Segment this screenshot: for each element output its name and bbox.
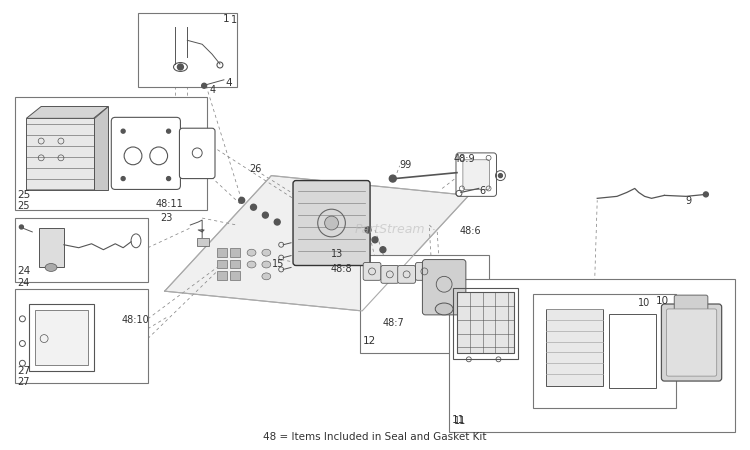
Bar: [360, 255, 488, 353]
Ellipse shape: [365, 227, 371, 233]
Text: 48:11: 48:11: [156, 199, 184, 209]
Ellipse shape: [499, 174, 502, 178]
FancyBboxPatch shape: [662, 304, 722, 381]
Ellipse shape: [262, 249, 271, 256]
Text: 48:8: 48:8: [331, 264, 352, 274]
FancyBboxPatch shape: [381, 266, 399, 283]
Text: 48 = Items Included in Seal and Gasket Kit: 48 = Items Included in Seal and Gasket K…: [263, 432, 487, 442]
Text: 11: 11: [454, 416, 466, 426]
Polygon shape: [165, 176, 469, 311]
Text: 1: 1: [231, 15, 237, 25]
Ellipse shape: [166, 176, 170, 180]
Ellipse shape: [122, 176, 125, 180]
Text: 6: 6: [480, 186, 486, 197]
Text: 12: 12: [363, 337, 376, 347]
Ellipse shape: [380, 247, 386, 252]
Text: 24: 24: [17, 279, 30, 288]
FancyBboxPatch shape: [666, 309, 717, 376]
Ellipse shape: [704, 192, 708, 197]
Text: 27: 27: [17, 366, 31, 376]
Ellipse shape: [251, 204, 257, 210]
Text: 15: 15: [272, 259, 285, 269]
Bar: [39, 228, 64, 267]
Bar: [197, 238, 209, 246]
Text: 10: 10: [638, 298, 650, 308]
Text: 4: 4: [210, 85, 216, 95]
Bar: [457, 292, 514, 353]
Text: 23: 23: [160, 213, 173, 223]
Ellipse shape: [372, 237, 378, 243]
FancyBboxPatch shape: [179, 128, 215, 179]
FancyBboxPatch shape: [111, 117, 181, 189]
Text: 9: 9: [685, 196, 692, 207]
Bar: [217, 260, 226, 269]
Ellipse shape: [20, 225, 23, 229]
Bar: [29, 304, 94, 371]
FancyBboxPatch shape: [463, 160, 490, 189]
Ellipse shape: [202, 83, 206, 88]
Text: 10: 10: [656, 296, 669, 306]
Text: 11: 11: [452, 415, 465, 426]
Text: 26: 26: [250, 164, 262, 174]
Ellipse shape: [325, 216, 338, 230]
Ellipse shape: [122, 129, 125, 133]
Ellipse shape: [247, 261, 256, 268]
Text: 99: 99: [400, 160, 412, 170]
Text: PartStream: PartStream: [355, 224, 425, 236]
Ellipse shape: [435, 303, 453, 315]
Ellipse shape: [178, 64, 184, 70]
Text: 13: 13: [331, 249, 343, 259]
Ellipse shape: [262, 212, 268, 218]
Bar: [609, 314, 656, 388]
Bar: [35, 310, 88, 365]
Text: 1: 1: [224, 14, 230, 24]
Bar: [230, 271, 240, 280]
Text: 27: 27: [17, 377, 30, 387]
Ellipse shape: [238, 198, 244, 203]
Bar: [14, 289, 148, 383]
Ellipse shape: [389, 175, 396, 182]
Polygon shape: [94, 107, 108, 190]
Text: 48:10: 48:10: [122, 315, 149, 325]
Text: 4: 4: [226, 78, 232, 88]
Bar: [26, 118, 94, 190]
Text: 24: 24: [17, 266, 31, 276]
Bar: [546, 309, 603, 386]
Text: 48:9: 48:9: [454, 154, 476, 164]
Bar: [453, 288, 518, 359]
Bar: [217, 248, 226, 256]
Ellipse shape: [262, 261, 271, 268]
FancyBboxPatch shape: [363, 262, 381, 280]
Ellipse shape: [247, 249, 256, 256]
Ellipse shape: [274, 219, 280, 225]
Bar: [449, 279, 736, 432]
Polygon shape: [26, 107, 108, 118]
Bar: [230, 260, 240, 269]
Bar: [230, 248, 240, 256]
FancyBboxPatch shape: [293, 180, 370, 266]
FancyBboxPatch shape: [674, 295, 708, 311]
Ellipse shape: [262, 273, 271, 280]
FancyBboxPatch shape: [398, 266, 416, 283]
FancyBboxPatch shape: [416, 262, 434, 280]
Bar: [138, 13, 237, 87]
Bar: [14, 218, 148, 282]
Bar: [14, 97, 207, 210]
Text: 25: 25: [17, 201, 30, 212]
Ellipse shape: [166, 129, 170, 133]
Text: 48:6: 48:6: [460, 226, 482, 236]
Text: 48:7: 48:7: [383, 318, 405, 328]
FancyBboxPatch shape: [422, 260, 466, 315]
FancyBboxPatch shape: [456, 153, 497, 196]
Ellipse shape: [45, 264, 57, 271]
Bar: [217, 271, 226, 280]
Text: 25: 25: [17, 190, 31, 200]
Bar: [533, 294, 676, 408]
